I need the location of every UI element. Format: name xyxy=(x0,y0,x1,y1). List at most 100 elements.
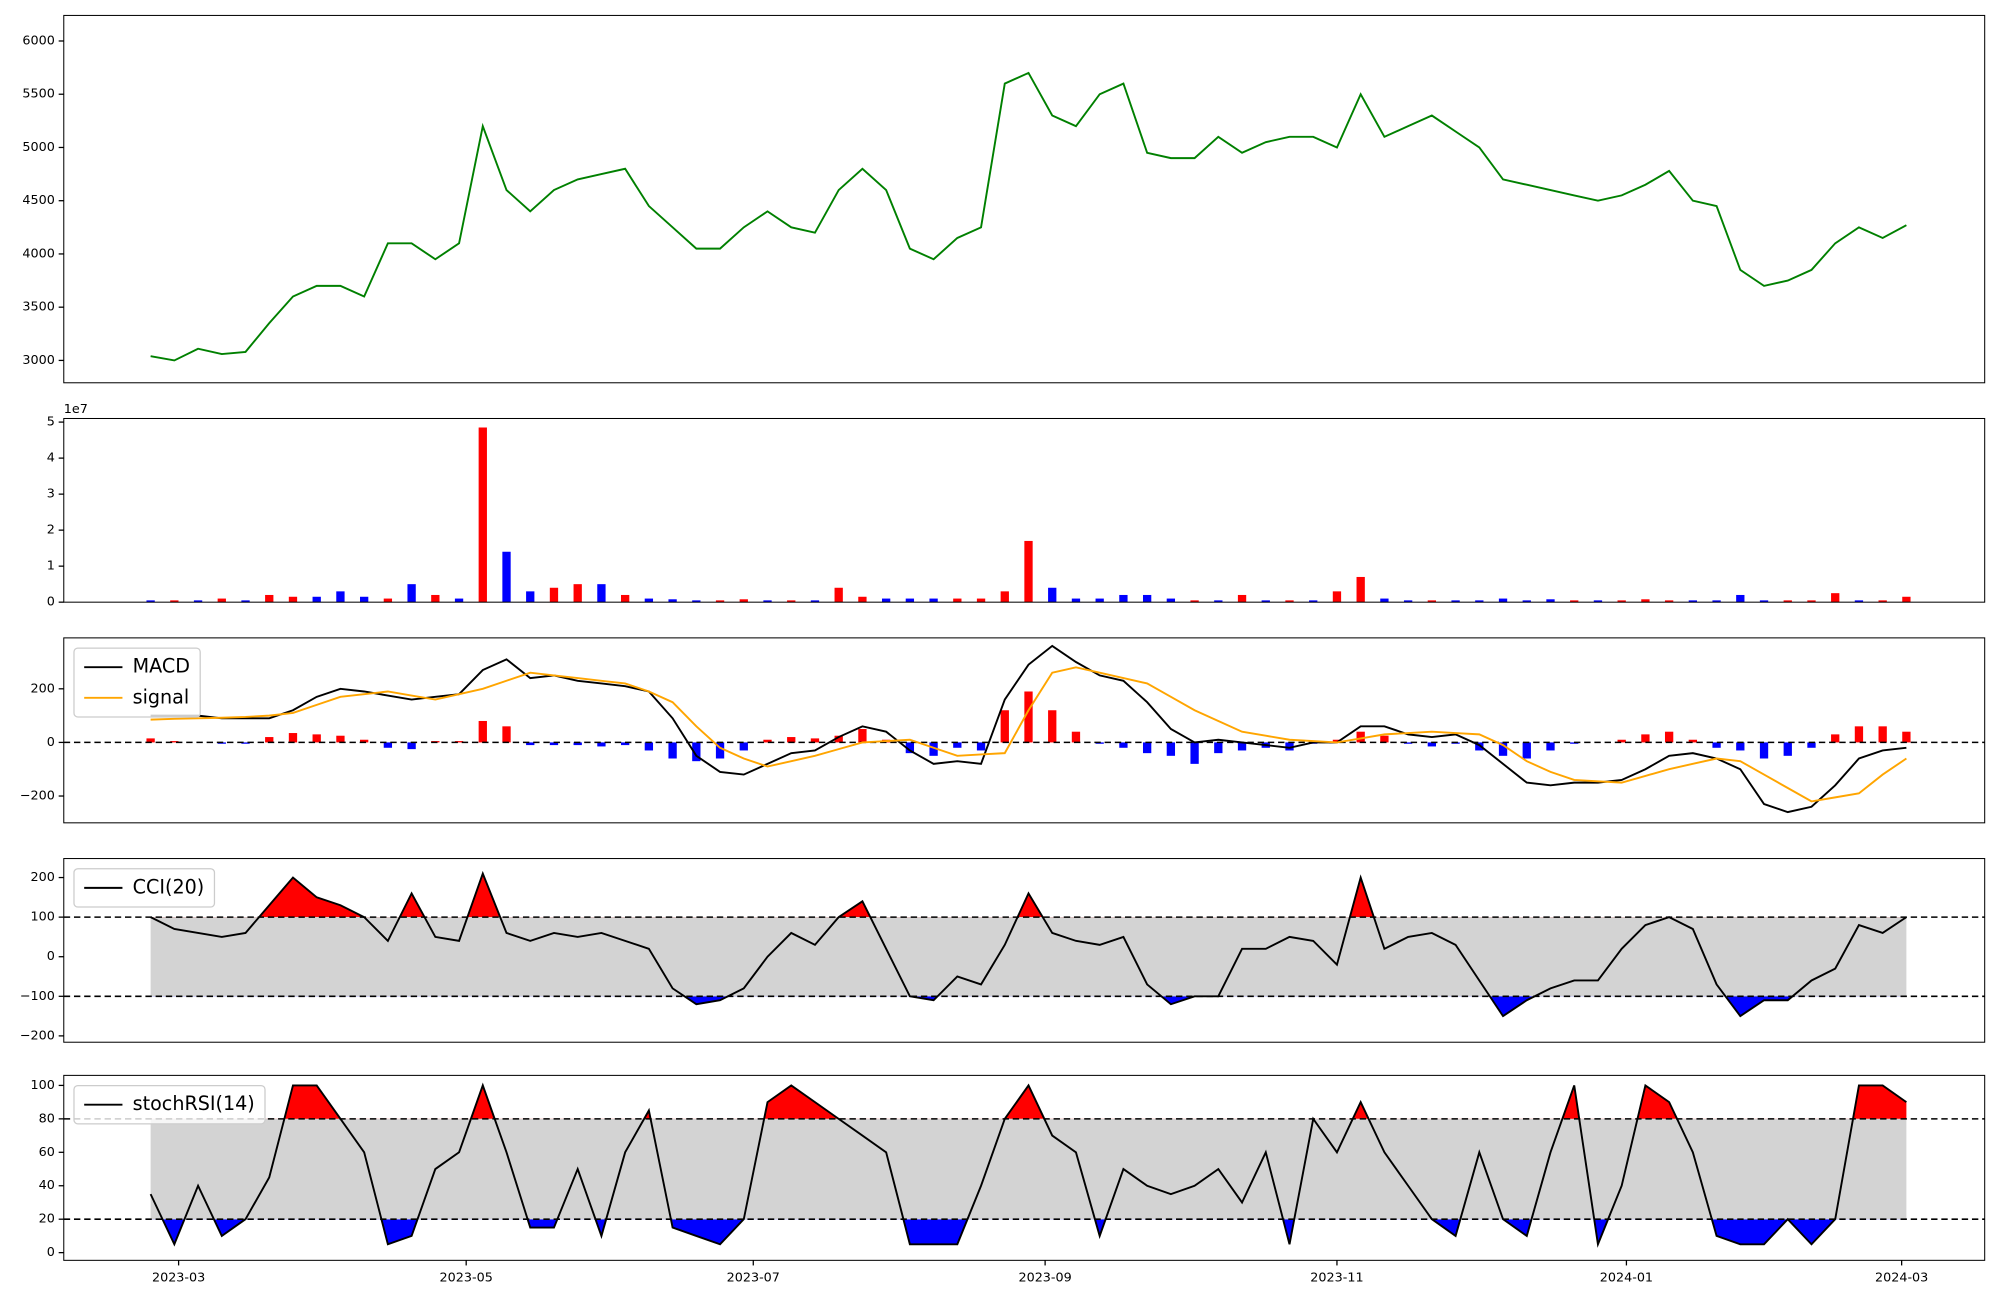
volume-bar xyxy=(312,596,321,603)
y-tick-label: 1 xyxy=(47,559,55,574)
axes-frame xyxy=(63,417,1986,603)
price-line xyxy=(150,71,1907,362)
x-tick-label: 2024-01 xyxy=(1600,1271,1653,1286)
volume-bar xyxy=(1285,600,1294,603)
histogram-bar xyxy=(739,742,748,751)
y-tick-label: 5000 xyxy=(22,140,54,155)
y-tick-label: 3000 xyxy=(22,353,54,368)
histogram-bar xyxy=(1783,742,1792,756)
histogram-bar xyxy=(336,735,345,743)
y-tick-label: 100 xyxy=(31,1078,55,1093)
volume-bar xyxy=(1380,598,1389,603)
volume-bar xyxy=(644,598,654,603)
y-tick-label: 20 xyxy=(39,1212,55,1227)
panel: 3000 3500 4000 4500 5000 5500 6000 xyxy=(22,14,1986,384)
volume-bar xyxy=(170,600,179,603)
volume-bar xyxy=(715,600,725,603)
y-tick-label: 100 xyxy=(31,910,55,925)
histogram-bar xyxy=(1024,691,1033,743)
histogram-bar xyxy=(692,742,701,762)
volume-bar xyxy=(573,584,582,603)
histogram-bar xyxy=(1712,742,1721,748)
y-tick-label: 0 xyxy=(47,1245,55,1260)
volume-bar xyxy=(1166,598,1176,603)
y-tick-label: 80 xyxy=(39,1111,55,1126)
series-line xyxy=(149,1082,1907,1248)
volume-bar xyxy=(929,598,938,603)
volume-bar xyxy=(1546,599,1555,603)
histogram-bar xyxy=(1688,739,1698,743)
histogram-bar xyxy=(1071,731,1081,743)
histogram-bar xyxy=(1332,739,1342,743)
volume-bar xyxy=(146,600,155,603)
volume-bar xyxy=(1854,600,1864,603)
volume-bar xyxy=(597,584,606,603)
axes-frame xyxy=(63,1074,1986,1261)
histogram-bar xyxy=(976,742,986,751)
y-tick-label: −200 xyxy=(20,1028,55,1043)
volume-bar xyxy=(834,587,843,603)
volume-bar xyxy=(1712,600,1721,603)
volume-bar xyxy=(1048,587,1057,603)
volume-bar xyxy=(1261,600,1270,603)
volume-bar xyxy=(454,598,464,603)
volume-bar xyxy=(668,599,677,603)
legend-label: CCI(20) xyxy=(133,875,205,898)
volume-bar xyxy=(1095,598,1104,603)
volume-bar xyxy=(1878,600,1887,603)
volume-bar xyxy=(1309,600,1318,603)
volume-bar xyxy=(810,600,820,603)
series-line xyxy=(150,870,1907,1018)
y-tick-label: 200 xyxy=(31,681,55,696)
histogram-bar xyxy=(1048,710,1057,743)
legend-box xyxy=(73,868,216,908)
histogram-bar xyxy=(170,741,179,743)
axes-frame xyxy=(63,858,1986,1043)
volume-bar xyxy=(1736,594,1745,603)
volume-bar xyxy=(1783,600,1792,603)
histogram-bar xyxy=(668,742,677,759)
volume-bar xyxy=(739,599,748,603)
volume-bar xyxy=(1024,540,1033,603)
oversold-fill xyxy=(150,996,1907,1017)
x-tick-label: 2023-07 xyxy=(727,1271,780,1286)
volume-bar xyxy=(288,596,298,603)
histogram-bar xyxy=(858,729,867,743)
volume-bar xyxy=(1498,598,1508,603)
volume-bar xyxy=(1237,594,1247,603)
legend-label: signal xyxy=(133,685,190,708)
volume-bar xyxy=(763,600,772,603)
histogram-bar xyxy=(834,735,843,743)
volume-bar xyxy=(1142,594,1152,603)
histogram-bar xyxy=(360,739,369,743)
histogram-bar xyxy=(905,742,915,754)
volume-bar xyxy=(692,600,701,603)
volume-bar xyxy=(953,598,962,603)
volume-bar xyxy=(905,598,915,603)
y-tick-label: 0 xyxy=(47,949,55,964)
legend-label: stochRSI(14) xyxy=(133,1092,255,1115)
histogram-bar xyxy=(407,742,416,750)
volume-bar xyxy=(383,598,393,603)
volume-bar xyxy=(502,551,511,603)
y-tick-label: 4 xyxy=(47,451,55,466)
volume-bar xyxy=(1688,600,1698,603)
volume-bar xyxy=(1214,600,1223,603)
x-tick-label: 2023-05 xyxy=(440,1271,493,1286)
histogram-bar xyxy=(1000,710,1009,743)
histogram-bar xyxy=(597,742,606,747)
histogram-bar xyxy=(549,742,559,746)
legend-box xyxy=(73,1084,266,1125)
histogram-bar xyxy=(1878,726,1887,743)
volume-bar xyxy=(241,600,250,603)
histogram-bar xyxy=(1119,742,1128,748)
histogram-bar xyxy=(787,737,796,743)
volume-bar xyxy=(787,600,796,603)
volume-bar xyxy=(1475,600,1484,603)
y-tick-label: 5 xyxy=(47,415,55,430)
histogram-bar xyxy=(1142,742,1152,754)
histogram-bar xyxy=(715,742,725,759)
histogram-bar xyxy=(620,742,630,746)
x-tick-label: 2024-03 xyxy=(1875,1271,1928,1286)
x-tick-label: 2023-09 xyxy=(1018,1271,1071,1286)
